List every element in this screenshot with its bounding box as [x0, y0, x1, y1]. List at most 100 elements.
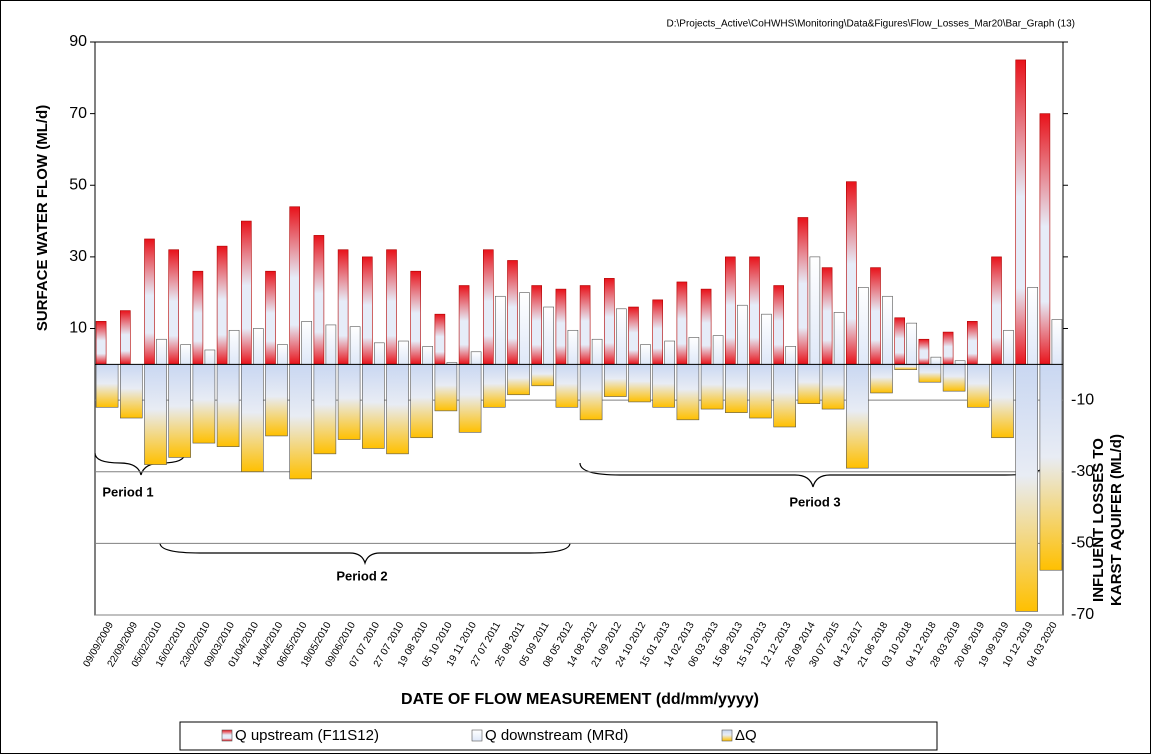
y-axis-title: SURFACE WATER FLOW (ML/d) — [34, 105, 51, 331]
bar — [422, 346, 434, 365]
bar — [531, 364, 555, 387]
bar — [555, 288, 567, 365]
bar — [361, 256, 373, 365]
period-label: Period 3 — [789, 494, 840, 509]
plot-area — [94, 41, 1064, 616]
bar — [797, 364, 821, 405]
bar — [628, 306, 639, 365]
bar — [434, 313, 446, 365]
y2-tick-label: -70 — [1071, 606, 1094, 623]
bar — [918, 338, 930, 365]
bar — [168, 364, 191, 458]
bar — [652, 364, 676, 408]
y-tick-label: 30 — [69, 248, 87, 265]
bar — [857, 287, 869, 365]
bar — [228, 329, 240, 365]
bar — [458, 285, 470, 365]
bar — [736, 304, 748, 365]
period-brace — [579, 462, 1046, 488]
bar — [386, 249, 397, 365]
bar — [1015, 364, 1039, 612]
bar — [1051, 319, 1063, 365]
bar — [531, 285, 543, 365]
bar — [494, 295, 506, 365]
bar — [603, 364, 627, 397]
bar — [845, 364, 869, 469]
bar — [724, 364, 748, 413]
bar — [361, 364, 385, 449]
legend-swatch — [721, 729, 733, 742]
bar — [301, 321, 313, 365]
bar — [603, 278, 615, 365]
bar — [906, 322, 918, 365]
bar — [289, 364, 313, 480]
bar — [192, 270, 204, 365]
bar — [991, 364, 1014, 439]
bar — [676, 281, 688, 365]
bar — [313, 235, 325, 365]
bar — [120, 364, 143, 419]
bar — [833, 312, 845, 365]
y2-axis-title: KARST AQUIFER (ML/d) — [1108, 434, 1125, 606]
bar — [216, 245, 228, 365]
bar — [712, 335, 724, 365]
bar — [543, 306, 555, 365]
period-brace — [159, 542, 571, 566]
bar — [749, 256, 760, 365]
bar — [845, 181, 857, 365]
bar — [966, 364, 990, 408]
bar — [95, 321, 107, 365]
y-tick-label: 70 — [69, 105, 87, 122]
bar — [144, 238, 155, 365]
source-path: D:\Projects_Active\CoHWHS\Monitoring\Dat… — [667, 19, 1076, 30]
bar — [724, 256, 736, 365]
bar — [325, 324, 337, 365]
bar — [700, 364, 724, 410]
bar — [628, 364, 651, 403]
bar — [482, 249, 494, 365]
y2-tick-label: -10 — [1071, 391, 1094, 408]
y2-axis-title: INFLUENT LOSSES TO — [1090, 438, 1107, 602]
bar — [253, 328, 264, 365]
bar — [386, 364, 409, 455]
bar — [156, 338, 167, 365]
bar — [216, 364, 240, 447]
bar — [1003, 329, 1014, 365]
bar — [1039, 364, 1063, 571]
bar — [555, 364, 579, 408]
bar — [821, 364, 845, 410]
legend-label: Q downstream (MRd) — [485, 727, 628, 744]
legend-label: ΔQ — [735, 727, 757, 744]
bar — [349, 326, 361, 365]
bar — [120, 310, 131, 365]
bar — [991, 256, 1002, 365]
period-label: Period 1 — [102, 484, 153, 499]
bar — [821, 267, 833, 365]
legend-swatch — [221, 729, 233, 742]
bar — [688, 337, 700, 365]
bar — [591, 338, 603, 365]
bar — [95, 364, 119, 408]
bar — [1027, 287, 1038, 365]
legend — [179, 721, 938, 751]
bar — [870, 364, 893, 394]
bar — [918, 364, 942, 383]
bar — [700, 288, 712, 365]
bar — [144, 364, 167, 465]
y-tick-label: 10 — [69, 320, 87, 337]
bar — [434, 364, 458, 412]
bar — [168, 249, 179, 365]
y2-tick-label: -30 — [1071, 463, 1094, 480]
bar — [882, 295, 893, 365]
bar — [470, 351, 482, 365]
bar — [797, 217, 809, 365]
y-tick-label: 50 — [69, 176, 87, 193]
bar — [1015, 59, 1027, 365]
bar — [785, 346, 797, 365]
bar — [579, 364, 603, 421]
bar — [942, 364, 966, 392]
bar — [204, 349, 216, 365]
bar — [241, 364, 264, 473]
bar — [652, 299, 664, 365]
